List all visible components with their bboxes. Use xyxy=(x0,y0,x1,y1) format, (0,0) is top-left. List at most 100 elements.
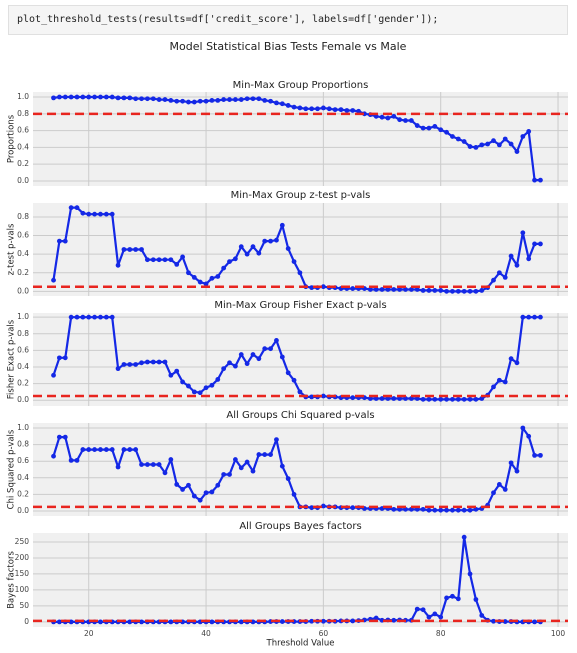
data-point xyxy=(150,96,156,102)
code-cell[interactable]: plot_threshold_tests(results=df['credit_… xyxy=(8,5,568,35)
data-point xyxy=(291,492,297,497)
data-point xyxy=(350,618,356,624)
data-point xyxy=(414,396,420,401)
data-point xyxy=(274,237,279,243)
data-point xyxy=(538,177,543,183)
x-axis-label: Threshold Value xyxy=(266,639,335,649)
data-point xyxy=(215,97,221,103)
subplot-title: Min-Max Group Fisher Exact p-vals xyxy=(214,300,386,311)
data-point xyxy=(444,595,449,601)
data-point xyxy=(426,396,432,402)
data-point xyxy=(520,134,526,139)
data-point xyxy=(332,107,338,113)
data-point xyxy=(86,211,92,217)
data-point xyxy=(309,106,315,112)
data-point xyxy=(221,265,227,271)
data-point xyxy=(461,534,467,540)
data-point xyxy=(62,434,68,440)
y-tick-label: 50 xyxy=(19,601,29,610)
data-point xyxy=(432,288,438,293)
data-point xyxy=(209,489,215,495)
data-point xyxy=(408,396,414,401)
data-point xyxy=(98,314,103,320)
data-point xyxy=(508,356,514,362)
data-point xyxy=(174,98,180,104)
data-point xyxy=(162,470,168,476)
figure-title: Model Statistical Bias Tests Female vs M… xyxy=(170,40,407,53)
data-point xyxy=(215,482,221,488)
data-point xyxy=(203,490,209,496)
data-point xyxy=(491,277,496,283)
data-point xyxy=(315,106,320,112)
data-point xyxy=(74,457,80,463)
y-tick-label: 200 xyxy=(15,553,30,562)
y-axis-label: Bayes factors xyxy=(7,551,17,609)
y-axis-label: Proportions xyxy=(7,114,17,163)
data-point xyxy=(320,393,326,399)
data-point xyxy=(461,288,467,294)
data-point xyxy=(420,125,426,131)
data-point xyxy=(268,346,273,352)
data-point xyxy=(209,382,215,388)
data-point xyxy=(80,447,86,452)
data-point xyxy=(103,94,109,100)
data-point xyxy=(197,497,203,503)
data-point xyxy=(426,614,432,620)
data-point xyxy=(168,97,174,103)
data-point xyxy=(139,247,144,252)
data-point xyxy=(115,464,121,470)
data-point xyxy=(98,619,103,625)
data-point xyxy=(92,447,97,452)
data-point xyxy=(174,368,180,374)
data-point xyxy=(168,619,174,625)
data-point xyxy=(491,618,496,624)
data-point xyxy=(385,115,391,121)
data-point xyxy=(285,476,291,482)
data-point xyxy=(450,593,455,599)
data-point xyxy=(227,259,232,264)
y-tick-label: 0.4 xyxy=(17,142,29,151)
data-point xyxy=(156,257,162,263)
subplot-title: All Groups Chi Squared p-vals xyxy=(226,410,374,421)
data-point xyxy=(274,338,279,343)
data-point xyxy=(385,287,391,292)
data-point xyxy=(467,571,473,577)
data-point xyxy=(244,459,250,465)
data-point xyxy=(197,98,203,104)
y-tick-label: 0.8 xyxy=(17,109,29,118)
subplot-title: All Groups Bayes factors xyxy=(239,521,361,532)
data-point xyxy=(420,396,426,402)
data-point xyxy=(426,125,432,131)
data-point xyxy=(180,487,185,492)
data-point xyxy=(438,396,444,402)
data-point xyxy=(62,238,68,244)
data-point xyxy=(186,482,191,488)
y-tick-label: 0 xyxy=(24,617,29,626)
x-tick-label: 80 xyxy=(436,629,446,638)
data-point xyxy=(473,144,479,150)
data-point xyxy=(403,506,408,512)
data-point xyxy=(479,142,485,148)
data-point xyxy=(121,247,127,252)
data-point xyxy=(133,247,139,252)
data-point xyxy=(373,615,379,621)
data-point xyxy=(432,507,438,513)
data-point xyxy=(461,507,467,513)
y-tick-label: 150 xyxy=(15,569,30,578)
data-point xyxy=(367,396,373,401)
data-point xyxy=(74,314,80,320)
data-point xyxy=(455,136,461,142)
data-point xyxy=(250,96,256,102)
data-point xyxy=(238,352,244,357)
data-point xyxy=(285,246,291,251)
data-point xyxy=(203,385,209,391)
data-point xyxy=(144,257,150,263)
data-point xyxy=(56,94,62,100)
x-tick-label: 20 xyxy=(84,629,94,638)
data-point xyxy=(444,507,449,513)
data-point xyxy=(215,274,221,279)
data-point xyxy=(473,597,479,602)
data-point xyxy=(491,138,496,144)
data-point xyxy=(403,118,408,123)
